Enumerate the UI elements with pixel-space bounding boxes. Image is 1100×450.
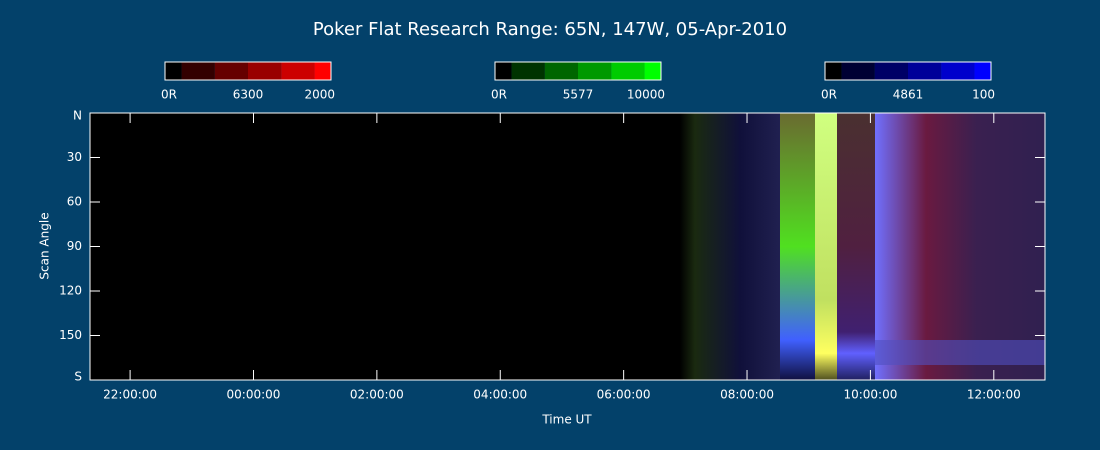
keogram-image <box>90 113 1045 380</box>
y-tick-label: 120 <box>59 284 82 298</box>
colorbar-frame <box>494 61 662 81</box>
colorbar-segment <box>874 62 908 80</box>
colorbar-segment <box>248 62 282 80</box>
colorbar-max-label: 100 <box>972 88 995 102</box>
colorbar-segment <box>974 62 991 80</box>
colorbar-min-label: 0R <box>161 88 177 102</box>
colorbar-segment <box>511 62 545 80</box>
y-tick-label: 30 <box>67 150 82 164</box>
chart-title: Poker Flat Research Range: 65N, 147W, 05… <box>313 19 787 40</box>
colorbar-segment <box>611 62 645 80</box>
colorbar-min-label: 0R <box>821 88 837 102</box>
x-tick-label: 12:00:00 <box>967 388 1021 402</box>
x-tick-label: 22:00:00 <box>103 388 157 402</box>
colorbar-segment <box>841 62 875 80</box>
colorbar-min-label: 0R <box>491 88 507 102</box>
colorbar-segment <box>214 62 248 80</box>
colorbar-segment <box>578 62 612 80</box>
x-tick-label: 04:00:00 <box>473 388 527 402</box>
y-tick-label: 90 <box>67 239 82 253</box>
x-axis-label: Time UT <box>541 413 592 427</box>
colorbar-segment <box>825 62 842 80</box>
colorbar-segment <box>544 62 578 80</box>
y-tick-label: S <box>74 370 82 384</box>
colorbar-segment <box>908 62 942 80</box>
colorbar-segment <box>314 62 331 80</box>
colorbar-segment <box>941 62 975 80</box>
x-tick-label: 10:00:00 <box>843 388 897 402</box>
colorbar-segment <box>181 62 215 80</box>
colorbar-frame <box>824 61 992 81</box>
y-tick-label: 150 <box>59 328 82 342</box>
colorbar-segment <box>281 62 315 80</box>
colorbar-segment <box>495 62 512 80</box>
x-tick-label: 00:00:00 <box>227 388 281 402</box>
y-tick-label: 60 <box>67 195 82 209</box>
colorbar-max-label: 2000 <box>304 88 335 102</box>
y-tick-label: N <box>73 109 82 123</box>
y-axis-label: Scan Angle <box>38 212 52 279</box>
colorbar-frame <box>164 61 332 81</box>
colorbar-max-label: 10000 <box>627 88 665 102</box>
colorbar-wavelength: 5577 <box>563 88 594 102</box>
x-tick-label: 02:00:00 <box>350 388 404 402</box>
colorbar-wavelength: 6300 <box>233 88 264 102</box>
colorbar-segment <box>644 62 661 80</box>
x-tick-label: 08:00:00 <box>720 388 774 402</box>
colorbar-segment <box>165 62 182 80</box>
colorbar-wavelength: 4861 <box>893 88 924 102</box>
x-tick-label: 06:00:00 <box>597 388 651 402</box>
